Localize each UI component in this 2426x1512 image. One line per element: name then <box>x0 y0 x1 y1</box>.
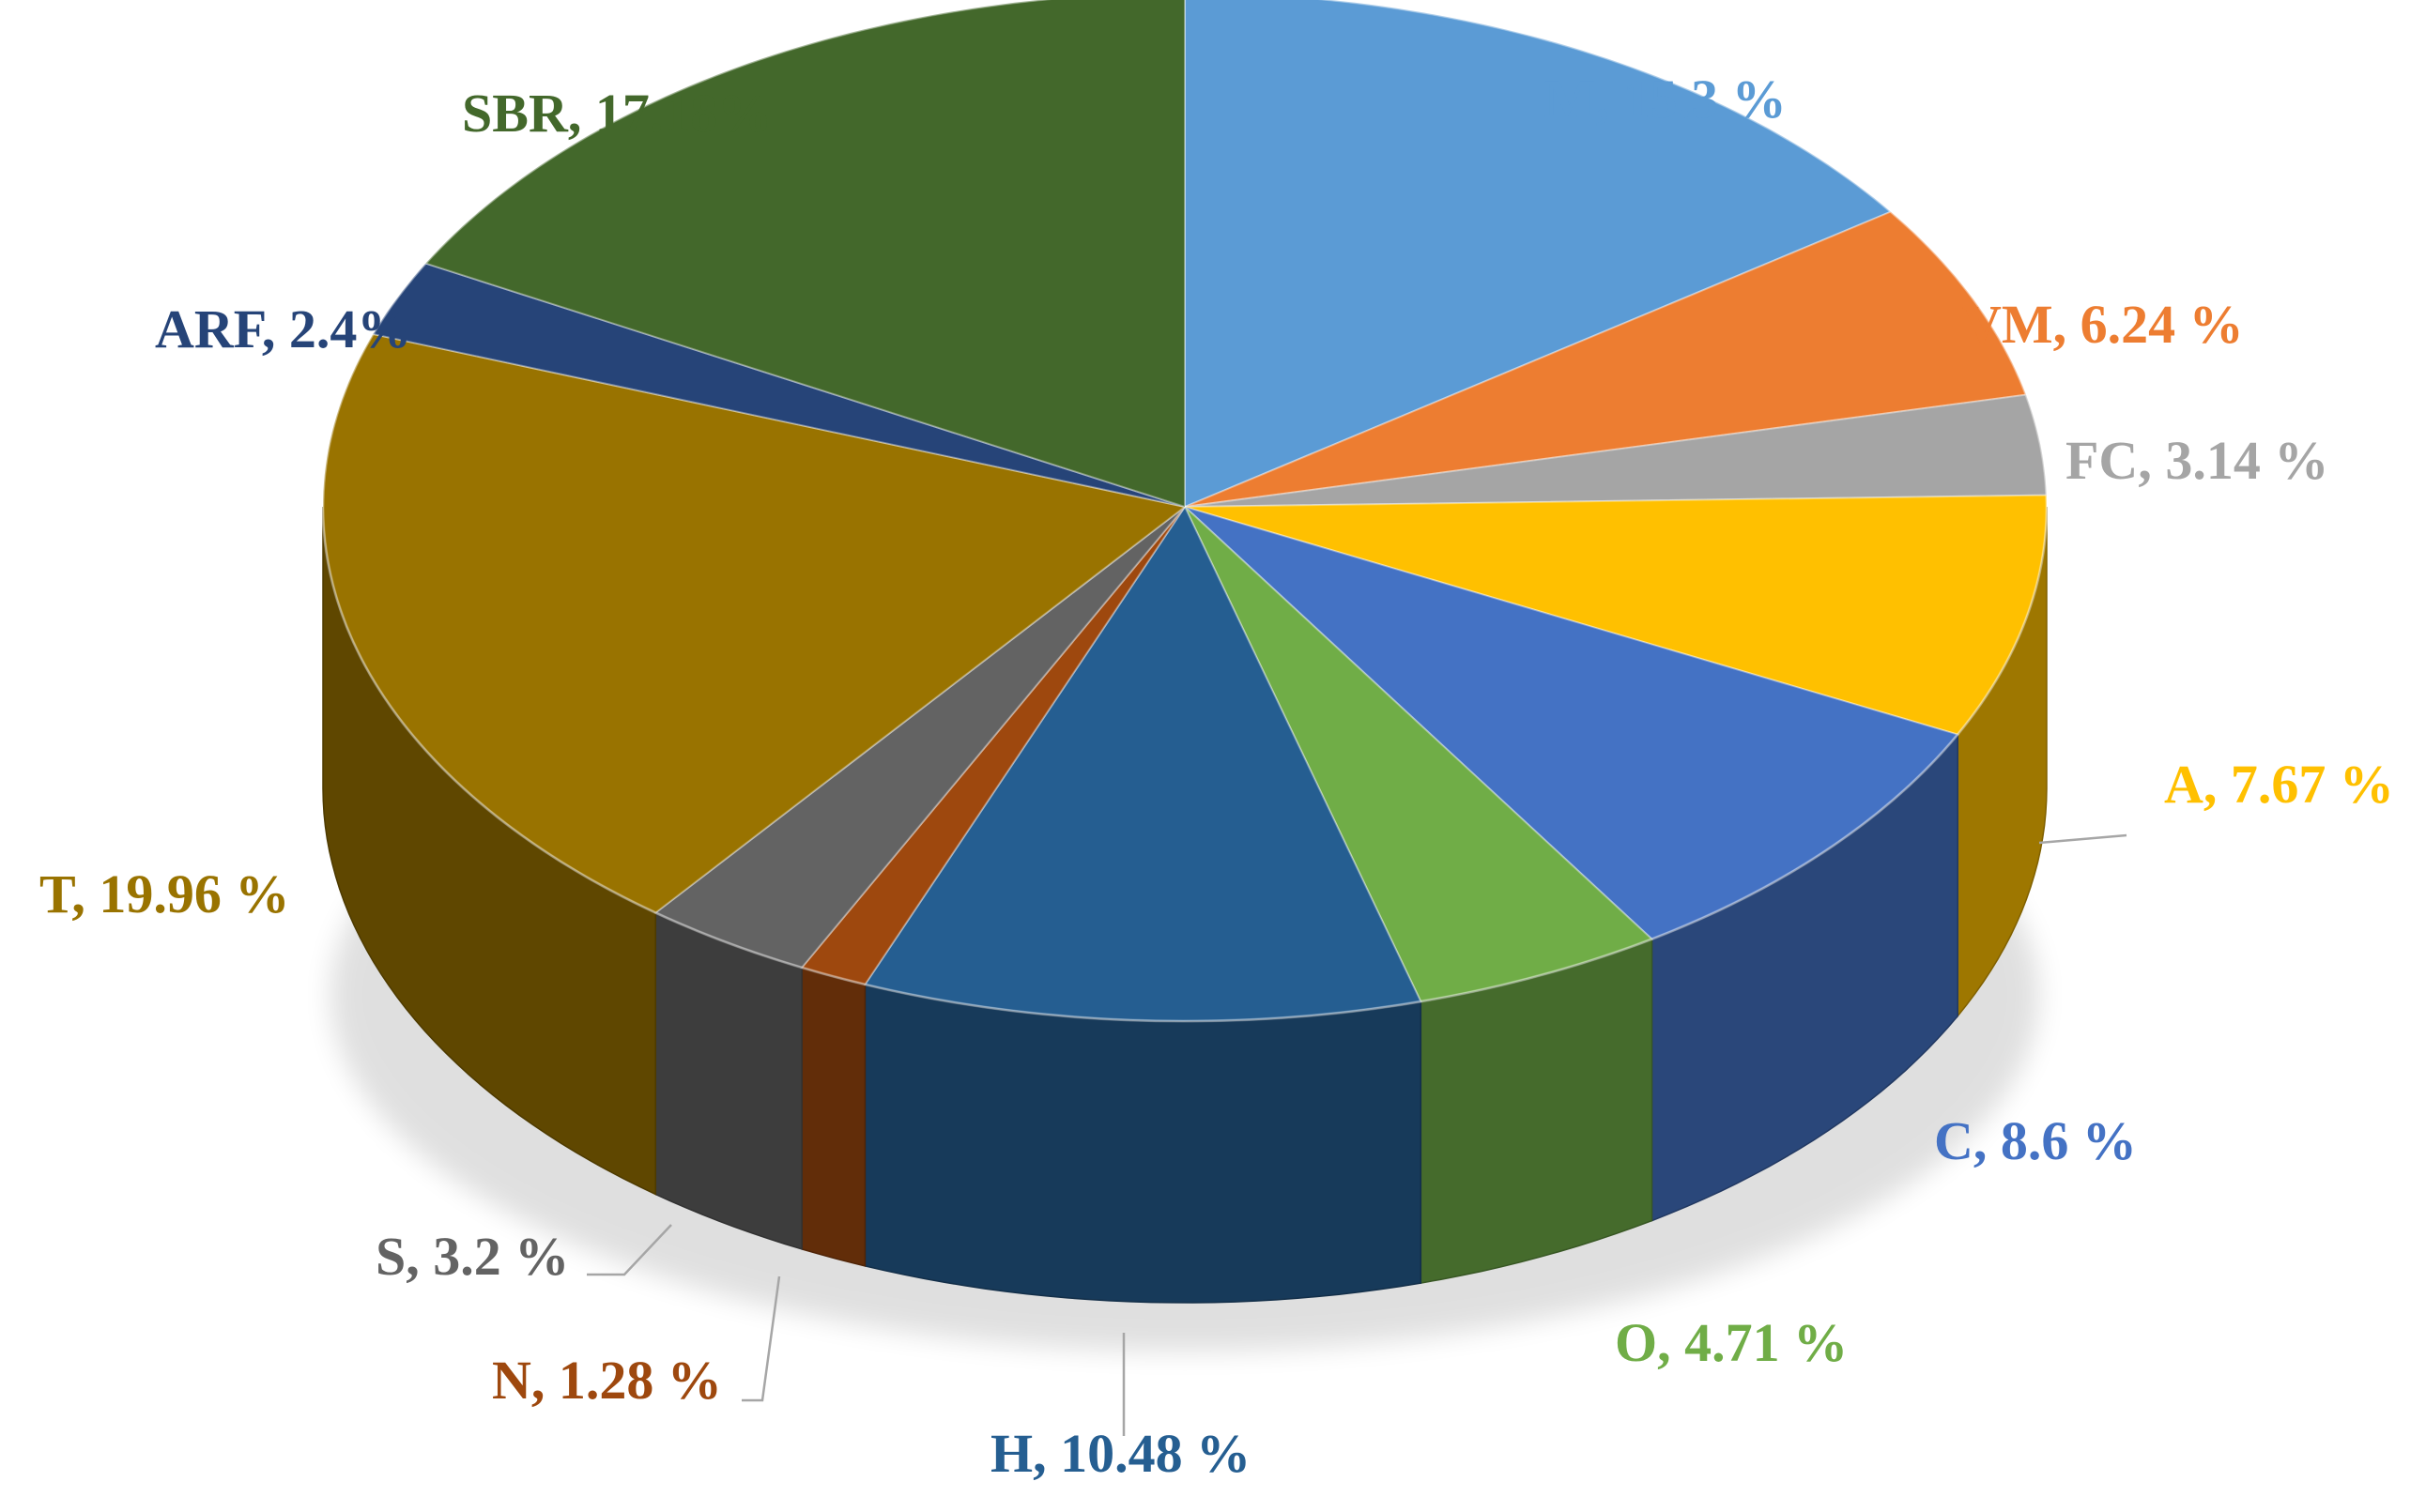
slice-label-a: A, 7.67 % <box>2164 754 2394 815</box>
pie-slice-t <box>321 332 1188 914</box>
pie-sides <box>322 506 2048 1304</box>
slice-label-o: O, 4.71 % <box>1615 1312 1848 1373</box>
leader-line-s <box>587 1224 672 1276</box>
pie-slice-a <box>1184 494 2049 736</box>
leader-line-a <box>2038 833 2127 845</box>
pie-slice-arf <box>371 262 1186 508</box>
pie-labels: M, 15.3 % VM, 6.24 % FC, 3.14 % A, 7.67 % C,… <box>39 69 2394 1484</box>
pie-side-s <box>654 911 803 1250</box>
pie-tops <box>321 0 2049 1023</box>
pie-rim-highlight <box>321 0 2049 1023</box>
slice-label-c: C, 8.6 % <box>1934 1110 2137 1171</box>
slice-label-arf: ARF, 2.4% <box>155 298 411 359</box>
pie-slice-fc <box>1184 393 2048 508</box>
pie-slice-c <box>1184 506 1959 940</box>
slice-label-n: N, 1.28 % <box>492 1350 722 1411</box>
slice-label-t: T, 19.96 % <box>39 863 289 924</box>
pie-leader-lines <box>587 833 2127 1436</box>
pie-slice-sbr <box>423 0 1186 509</box>
pie-slice-s <box>653 506 1186 970</box>
pie-side-h <box>864 983 1422 1304</box>
slice-label-m: M, 15.3 % <box>1544 69 1787 130</box>
leader-line-n <box>742 1275 781 1402</box>
slice-label-vm: VM, 6.24 % <box>1962 294 2244 355</box>
slice-label-sbr: SBR, 17.18% <box>462 83 772 144</box>
pie-side-n <box>801 966 867 1267</box>
pie-slice-h <box>863 504 1422 1023</box>
slice-label-fc: FC, 3.14 % <box>2065 430 2328 491</box>
pie-slice-o <box>1184 506 1654 1003</box>
pie-slice-vm <box>1184 210 2028 508</box>
slice-label-s: S, 3.2 % <box>376 1226 569 1287</box>
pie-slice-n <box>800 506 1186 986</box>
pie-slice-m <box>1184 0 1893 509</box>
slice-label-h: H, 10.48 % <box>990 1423 1251 1484</box>
